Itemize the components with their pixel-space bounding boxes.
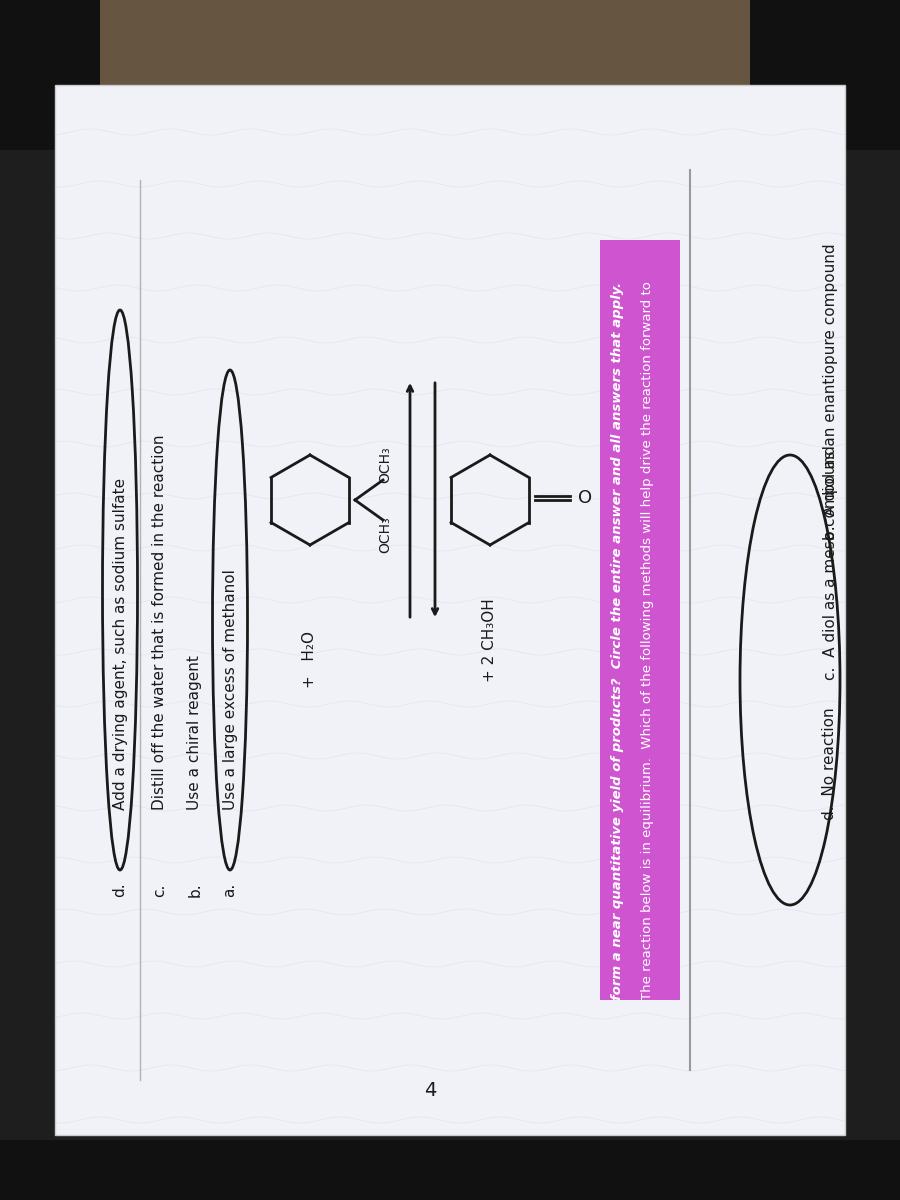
Text: 4: 4: [424, 1080, 436, 1099]
Bar: [600, 240, 680, 1000]
Text: d.  No reaction: d. No reaction: [823, 707, 838, 820]
Text: d.: d.: [112, 883, 128, 898]
Text: Use a large excess of methanol: Use a large excess of methanol: [222, 569, 238, 810]
Text: Distill off the water that is formed in the reaction: Distill off the water that is formed in …: [152, 434, 167, 810]
Text: form a near quantitative yield of products?  Circle the entire answer and all an: form a near quantitative yield of produc…: [611, 282, 625, 1000]
Text: b.  A diol as an enantiopure compound: b. A diol as an enantiopure compound: [823, 244, 838, 540]
Text: OCH₃: OCH₃: [378, 517, 392, 553]
Text: Add a drying agent, such as sodium sulfate: Add a drying agent, such as sodium sulfa…: [112, 478, 128, 810]
Bar: [0, 1140, 900, 1200]
Text: OCH₃: OCH₃: [378, 446, 392, 484]
Text: b.: b.: [187, 883, 202, 898]
Text: Use a chiral reagent: Use a chiral reagent: [187, 655, 202, 810]
Text: +   H₂O: + H₂O: [302, 631, 318, 689]
Text: c.: c.: [152, 883, 167, 896]
Bar: [55, 85, 845, 1135]
Text: The reaction below is in equilibrium.  Which of the following methods will help : The reaction below is in equilibrium. Wh…: [642, 281, 654, 1000]
Text: O: O: [578, 490, 592, 506]
Bar: [0, 0, 900, 150]
Text: + 2 CH₃OH: + 2 CH₃OH: [482, 598, 498, 682]
Text: a.: a.: [222, 883, 238, 898]
Bar: [100, 0, 750, 100]
Text: c.  A diol as a meso compound: c. A diol as a meso compound: [823, 445, 838, 680]
